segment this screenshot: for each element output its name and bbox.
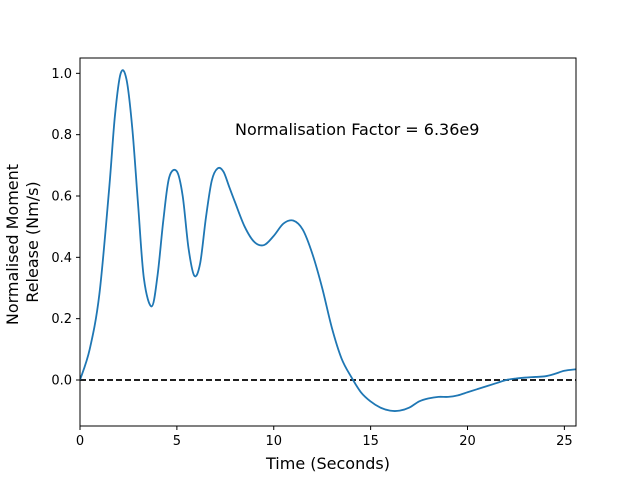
- plot-frame: [79, 57, 577, 427]
- y-tick-label: 0.8: [51, 128, 72, 143]
- y-tick-label: 0.2: [51, 312, 72, 327]
- y-tick-label: 0.4: [51, 251, 72, 266]
- x-tick-label: 20: [459, 434, 476, 449]
- ticks-layer: 0 5 10 15 20 25 0.0 0.2 0.4 0.6 0.8 1.0: [51, 67, 572, 449]
- y-tick-label: 0.0: [51, 374, 72, 389]
- y-axis-label-line-2: Release (Nm/s): [23, 181, 42, 302]
- plot-layer: [80, 69, 576, 412]
- x-tick-label: 0: [76, 434, 84, 449]
- annotation-text: Normalisation Factor = 6.36e9: [235, 120, 479, 139]
- y-axis-label: Normalised Moment Release (Nm/s): [3, 159, 42, 325]
- x-axis-label: Time (Seconds): [265, 454, 390, 473]
- x-tick-label: 15: [362, 434, 379, 449]
- y-tick-label: 0.6: [51, 190, 72, 205]
- series-line-0: [80, 69, 576, 412]
- y-axis-label-line-1: Normalised Moment: [3, 164, 22, 325]
- x-tick-label: 10: [265, 434, 282, 449]
- y-tick-label: 1.0: [51, 67, 72, 82]
- x-tick-label: 25: [556, 434, 573, 449]
- x-tick-label: 5: [173, 434, 181, 449]
